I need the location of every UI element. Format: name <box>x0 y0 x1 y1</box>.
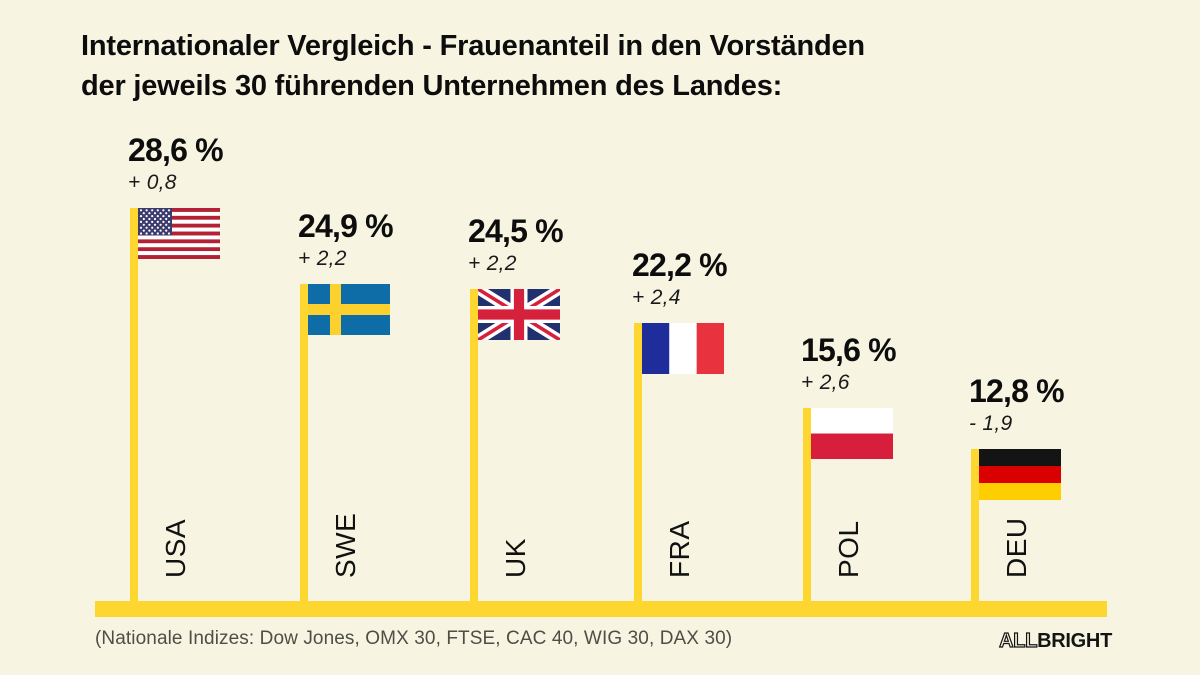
title-line2: der jeweils 30 führenden Unternehmen des… <box>81 70 783 102</box>
flag-pole-pol <box>803 408 811 603</box>
flag-pole-fra <box>634 323 642 603</box>
value-block-pol: 15,6 % + 2,6 <box>801 332 897 395</box>
flag-uk-icon <box>475 284 563 345</box>
page-title: Internationaler Vergleich - Frauenanteil… <box>81 26 865 106</box>
flag-france-icon <box>642 323 725 374</box>
category-label-uk: UK <box>500 538 531 578</box>
delta-label: + 0,8 <box>128 171 177 194</box>
value-label: 15,6 % <box>801 332 897 368</box>
category-label-pol: POL <box>833 520 864 578</box>
value-block-swe: 24,9 % + 2,2 <box>298 208 394 271</box>
category-label-swe: SWE <box>330 512 361 578</box>
flag-pole-deu <box>971 449 979 603</box>
value-label: 24,5 % <box>468 213 564 249</box>
value-label: 24,9 % <box>298 208 394 244</box>
flag-pole-swe <box>300 284 308 603</box>
flag-poland-icon <box>811 408 893 459</box>
title-line1: Internationaler Vergleich - Frauenanteil… <box>81 30 865 62</box>
delta-label: + 2,2 <box>298 247 347 270</box>
value-block-uk: 24,5 % + 2,2 <box>468 213 564 276</box>
delta-label: + 2,6 <box>801 371 850 394</box>
delta-label: + 2,2 <box>468 252 517 275</box>
flag-germany-icon <box>979 449 1061 501</box>
value-label: 22,2 % <box>632 247 728 283</box>
value-block-usa: 28,6 % + 0,8 <box>128 132 224 195</box>
category-label-usa: USA <box>160 518 191 578</box>
flag-pole-uk <box>470 289 478 603</box>
value-block-fra: 22,2 % + 2,4 <box>632 247 728 310</box>
logo-text-solid: BRIGHT <box>1037 630 1112 652</box>
value-block-deu: 12,8 % - 1,9 <box>969 373 1065 436</box>
chart-baseline <box>95 601 1107 617</box>
flag-pole-usa <box>130 208 138 603</box>
value-label: 12,8 % <box>969 373 1065 409</box>
value-label: 28,6 % <box>128 132 224 168</box>
delta-label: - 1,9 <box>969 412 1013 435</box>
allbright-logo: ALLBRIGHT <box>999 629 1113 653</box>
delta-label: + 2,4 <box>632 286 681 309</box>
logo-text-outline: ALL <box>999 629 1038 652</box>
category-label-deu: DEU <box>1001 517 1032 578</box>
flag-sweden-icon <box>308 284 390 335</box>
footnote: (Nationale Indizes: Dow Jones, OMX 30, F… <box>95 628 733 649</box>
flag-usa-icon <box>138 208 220 260</box>
category-label-fra: FRA <box>664 520 695 579</box>
